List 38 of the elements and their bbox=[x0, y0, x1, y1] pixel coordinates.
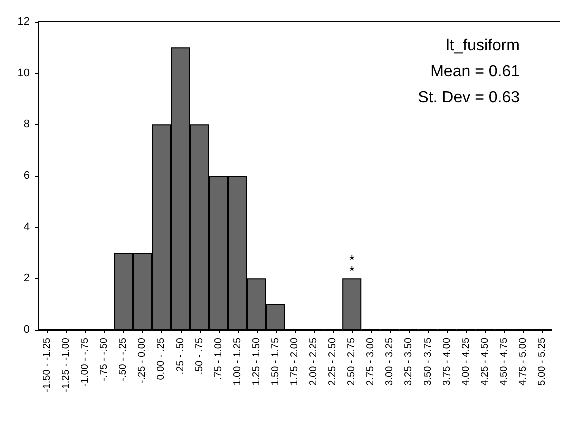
x-tick-label: 2.75 - 3.00 bbox=[366, 338, 377, 386]
x-tick-label: -.50 - -.25 bbox=[118, 338, 130, 382]
x-tick-label: 2.50 - 2.75 bbox=[346, 338, 358, 386]
x-tick-label: 3.75 - 4.00 bbox=[442, 338, 453, 386]
y-tick-label: 12 bbox=[18, 16, 30, 28]
x-tick-label: .50 - .75 bbox=[194, 338, 206, 375]
y-tick-label: 2 bbox=[24, 272, 30, 285]
x-tick-label: 3.00 - 3.25 bbox=[384, 338, 396, 386]
x-tick-label: 0.00 - .25 bbox=[156, 338, 168, 380]
x-tick-label: 1.00 - 1.25 bbox=[232, 338, 244, 386]
x-tick-label: 2.25 - 2.50 bbox=[328, 338, 339, 386]
x-tick-label: -1.25 - -1.00 bbox=[61, 338, 72, 392]
x-tick-label: 4.00 - 4.25 bbox=[460, 338, 472, 386]
x-tick-label: 1.50 - 1.75 bbox=[270, 338, 282, 386]
x-tick-label: 3.50 - 3.75 bbox=[422, 338, 434, 386]
x-tick-label: 4.25 - 4.50 bbox=[480, 338, 491, 386]
x-tick-label: 2.00 - 2.25 bbox=[308, 338, 320, 386]
x-tick-label: 5.00 - 5.25 bbox=[536, 338, 548, 386]
x-tick-label: -1.50 - -1.25 bbox=[42, 338, 54, 392]
x-tick-label: .75 - 1.00 bbox=[213, 338, 224, 380]
x-tick-label: 4.50 - 4.75 bbox=[498, 338, 510, 386]
annotation: lt_fusiform bbox=[446, 38, 520, 54]
annotation: Mean = 0.61 bbox=[430, 64, 520, 80]
annotation: St. Dev = 0.63 bbox=[418, 90, 520, 106]
x-tick-label: 4.75 - 5.00 bbox=[518, 338, 529, 386]
x-tick-label: 1.75 - 2.00 bbox=[290, 338, 300, 386]
y-tick-label: 6 bbox=[24, 170, 30, 182]
x-tick-label: -.25 - 0.00 bbox=[137, 338, 148, 384]
y-tick-label: 8 bbox=[24, 118, 30, 131]
y-tick-label: 10 bbox=[18, 67, 30, 80]
x-tick-label: .25 - .50 bbox=[175, 338, 186, 375]
x-tick-label: -.75 - -.50 bbox=[99, 338, 110, 382]
x-tick-label: 1.25 - 1.50 bbox=[251, 338, 262, 386]
x-tick-label: -1.00 - -.75 bbox=[80, 338, 92, 387]
y-tick-label: 4 bbox=[24, 221, 30, 234]
annotation: * * bbox=[350, 252, 355, 279]
y-tick-label: 0 bbox=[24, 324, 30, 336]
x-tick-label: 3.25 - 3.50 bbox=[404, 338, 415, 386]
